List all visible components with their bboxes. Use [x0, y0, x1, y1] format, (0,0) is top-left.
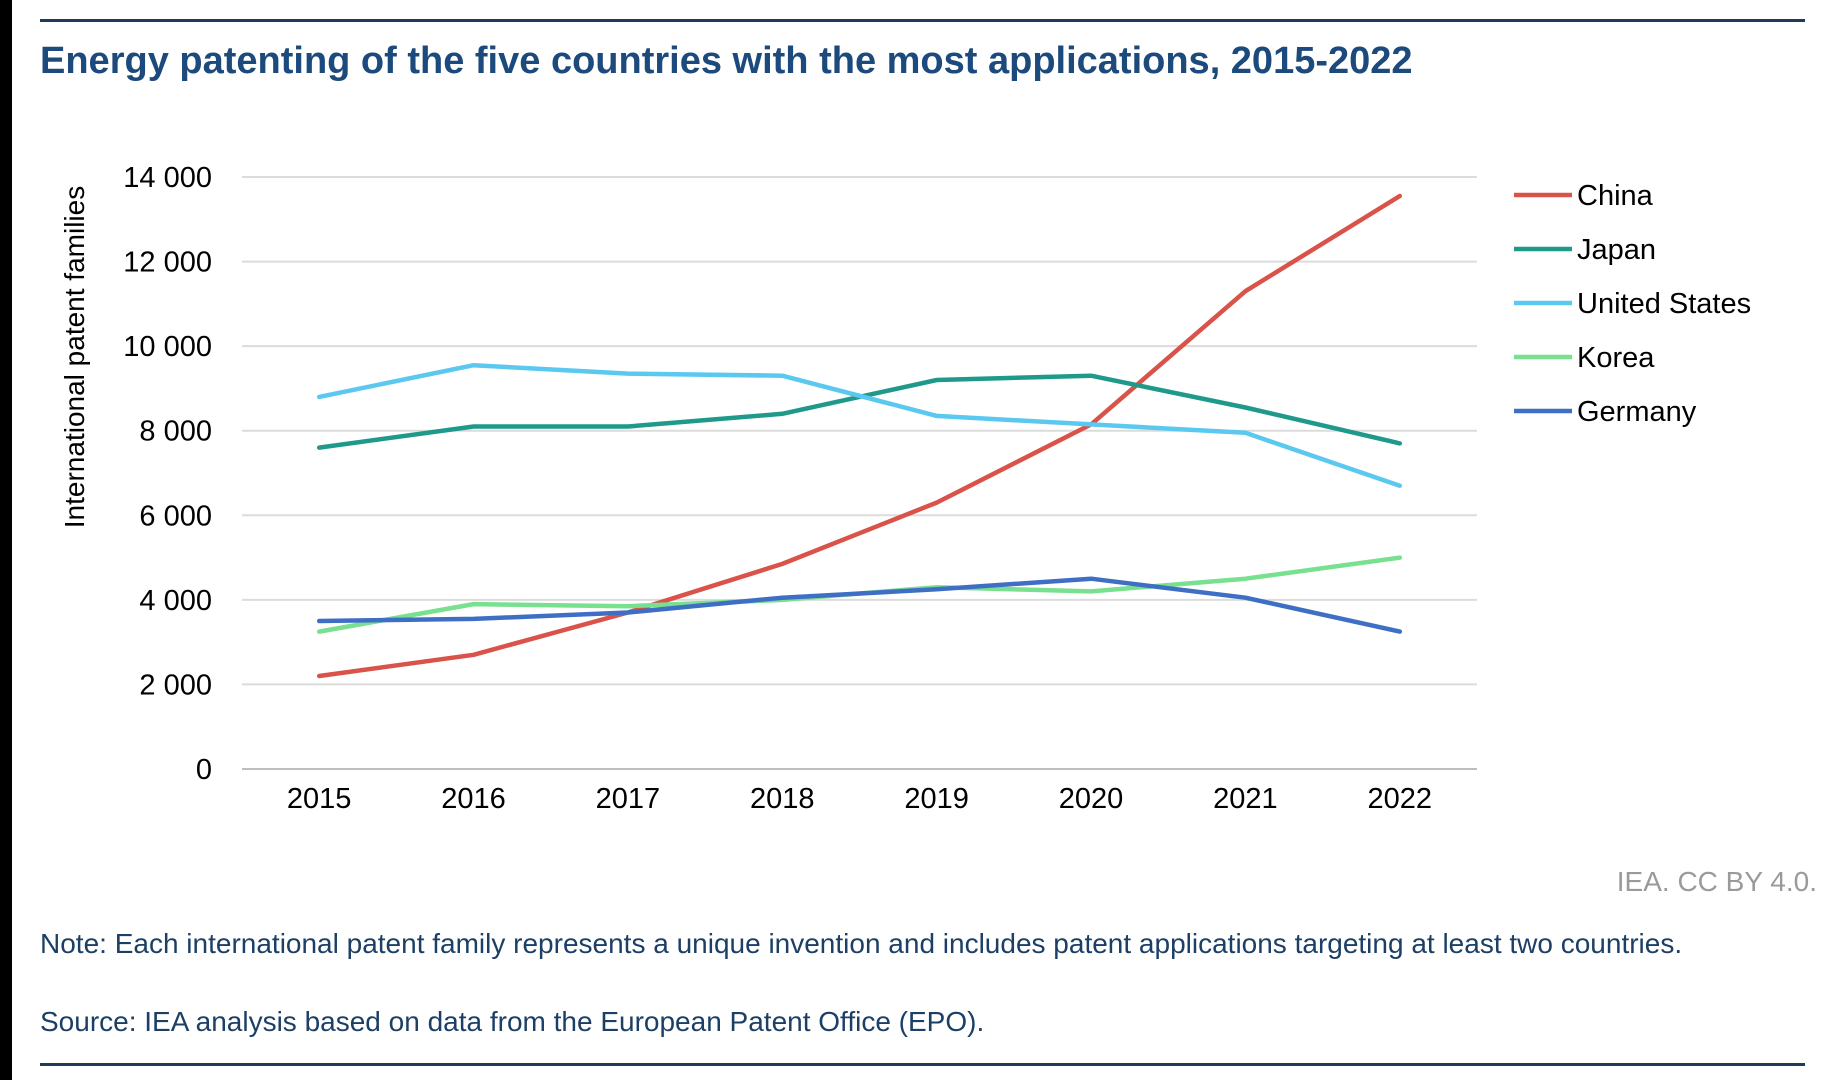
source-text: Source: IEA analysis based on data from …: [40, 1006, 985, 1037]
legend-label-germany: Germany: [1577, 396, 1697, 428]
x-axis-ticks: 2015 2016 2017 2018 2019 2020 2021 2022: [287, 783, 1432, 815]
top-rule: [40, 19, 1805, 22]
legend: China Japan United States Korea Germany: [1514, 180, 1751, 428]
y-tick-label: 6 000: [139, 500, 212, 532]
legend-label-japan: Japan: [1577, 234, 1656, 266]
chart-title: Energy patenting of the five countries w…: [40, 40, 1413, 82]
legend-label-united-states: United States: [1577, 288, 1751, 320]
series-line-germany: [316, 576, 1403, 634]
y-axis-ticks: 0 2 000 4 000 6 000 8 000 10 000 12 000 14 000: [123, 162, 212, 786]
legend-label-china: China: [1577, 180, 1654, 212]
x-tick-label: 2022: [1368, 783, 1433, 815]
credit-text: IEA. CC BY 4.0.: [1616, 866, 1817, 897]
series-line-japan: [316, 373, 1403, 450]
y-tick-label: 0: [196, 754, 212, 786]
series-line-united-states: [316, 362, 1403, 488]
gridlines: [242, 176, 1477, 770]
x-tick-label: 2016: [441, 783, 506, 815]
y-tick-label: 8 000: [139, 416, 212, 448]
x-tick-label: 2019: [904, 783, 969, 815]
legend-label-korea: Korea: [1577, 342, 1655, 374]
series-line-china: [316, 193, 1403, 679]
x-tick-label: 2015: [287, 783, 352, 815]
series-lines: [316, 193, 1403, 679]
y-tick-label: 12 000: [123, 247, 212, 279]
y-axis-label: International patent families: [59, 186, 90, 528]
x-tick-label: 2017: [596, 783, 661, 815]
y-tick-label: 10 000: [123, 331, 212, 363]
y-tick-label: 2 000: [139, 669, 212, 701]
x-tick-label: 2021: [1213, 783, 1278, 815]
figure-panel: Energy patenting of the five countries w…: [12, 0, 1843, 1080]
bottom-rule: [40, 1063, 1805, 1066]
y-tick-label: 4 000: [139, 585, 212, 617]
x-tick-label: 2018: [750, 783, 815, 815]
y-tick-label: 14 000: [123, 162, 212, 194]
x-tick-label: 2020: [1059, 783, 1124, 815]
note-text: Note: Each international patent family r…: [40, 928, 1683, 959]
